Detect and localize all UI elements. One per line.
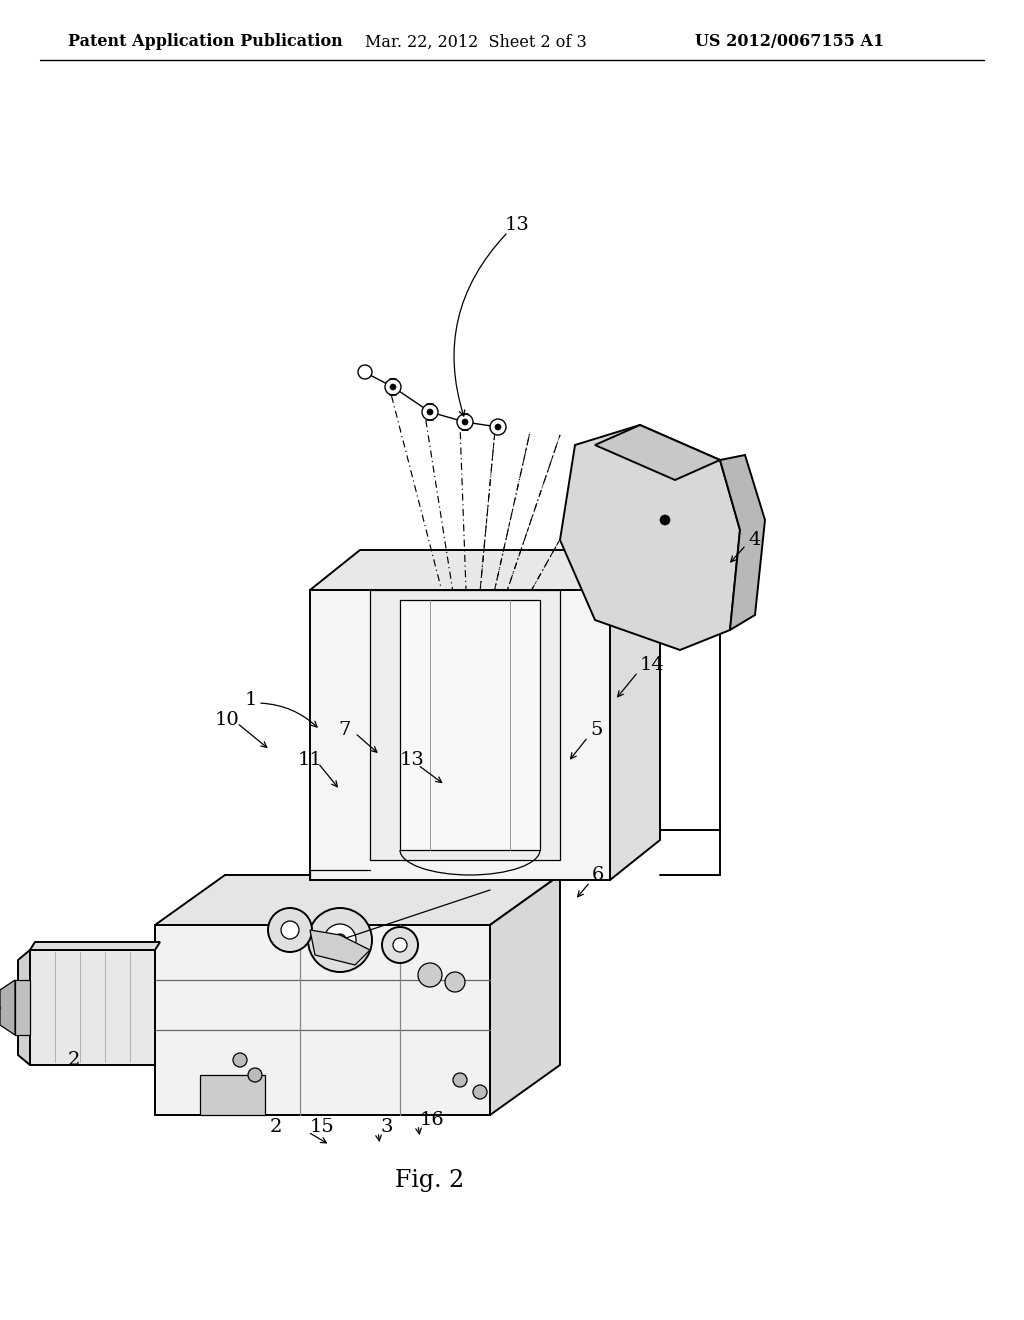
Circle shape	[418, 964, 442, 987]
Text: 5: 5	[590, 721, 602, 739]
Text: US 2012/0067155 A1: US 2012/0067155 A1	[695, 33, 885, 50]
Circle shape	[427, 409, 433, 414]
Polygon shape	[400, 601, 540, 850]
Text: Fig. 2: Fig. 2	[395, 1168, 465, 1192]
Circle shape	[660, 515, 670, 525]
Circle shape	[248, 1068, 262, 1082]
Polygon shape	[370, 590, 560, 861]
Polygon shape	[18, 950, 30, 1065]
Text: 7: 7	[338, 721, 350, 739]
Text: 2: 2	[68, 1051, 80, 1069]
Circle shape	[445, 972, 465, 993]
Polygon shape	[155, 875, 560, 925]
Polygon shape	[155, 925, 490, 1115]
Text: Mar. 22, 2012  Sheet 2 of 3: Mar. 22, 2012 Sheet 2 of 3	[365, 33, 587, 50]
Circle shape	[390, 384, 396, 389]
Polygon shape	[200, 1074, 265, 1115]
Circle shape	[334, 935, 346, 946]
Polygon shape	[15, 979, 30, 1035]
Circle shape	[462, 418, 468, 425]
Text: 6: 6	[592, 866, 604, 884]
Circle shape	[453, 1073, 467, 1086]
Circle shape	[268, 908, 312, 952]
Polygon shape	[310, 550, 660, 590]
Text: 2: 2	[270, 1118, 283, 1137]
Text: 13: 13	[400, 751, 425, 770]
Text: 11: 11	[298, 751, 323, 770]
Polygon shape	[595, 425, 720, 480]
Circle shape	[393, 939, 407, 952]
Circle shape	[382, 927, 418, 964]
Polygon shape	[310, 931, 370, 965]
Text: 13: 13	[505, 216, 529, 234]
Circle shape	[233, 1053, 247, 1067]
Polygon shape	[720, 455, 765, 630]
Polygon shape	[310, 590, 610, 880]
Circle shape	[422, 404, 438, 420]
Circle shape	[308, 908, 372, 972]
Text: 3: 3	[380, 1118, 392, 1137]
Circle shape	[385, 379, 401, 395]
Circle shape	[358, 366, 372, 379]
Polygon shape	[0, 979, 15, 1035]
Circle shape	[324, 924, 356, 956]
Text: 4: 4	[748, 531, 761, 549]
Text: 15: 15	[310, 1118, 335, 1137]
Circle shape	[457, 414, 473, 430]
Circle shape	[495, 424, 501, 430]
Circle shape	[281, 921, 299, 939]
Text: 16: 16	[420, 1111, 444, 1129]
Text: 1: 1	[245, 690, 257, 709]
Polygon shape	[560, 425, 740, 649]
Text: 14: 14	[640, 656, 665, 675]
Polygon shape	[30, 942, 160, 950]
Text: 10: 10	[215, 711, 240, 729]
Circle shape	[473, 1085, 487, 1100]
Polygon shape	[610, 550, 660, 880]
Circle shape	[490, 418, 506, 436]
Text: Patent Application Publication: Patent Application Publication	[68, 33, 343, 50]
Polygon shape	[490, 875, 560, 1115]
Polygon shape	[30, 950, 155, 1065]
